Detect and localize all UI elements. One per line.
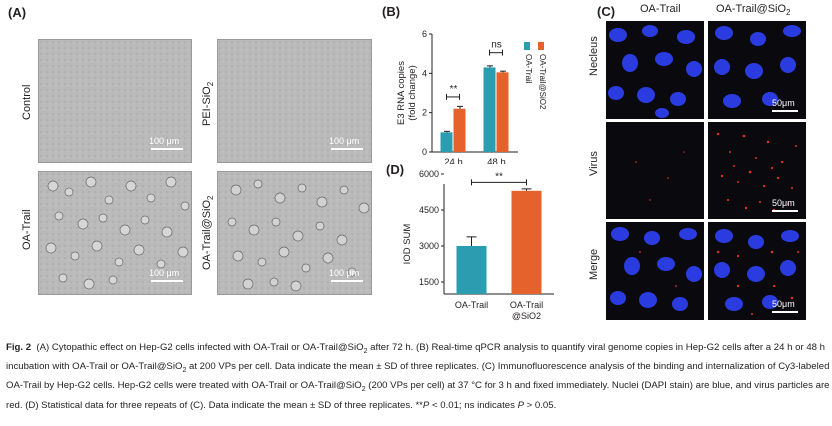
fluor-virus-oa-trail xyxy=(606,122,704,219)
y-tick-label: 6 xyxy=(422,29,427,39)
x-tick-label-2: @SiO2 xyxy=(512,311,541,321)
y-tick-label: 6000 xyxy=(419,169,439,179)
sig-label: ** xyxy=(450,84,458,95)
scale-label: 50μm xyxy=(772,299,795,309)
scale-bar xyxy=(151,148,183,150)
bar xyxy=(511,190,542,294)
sig-label: ns xyxy=(491,40,502,51)
x-tick-label: OA-Trail xyxy=(510,300,543,310)
scale-label: 100 μm xyxy=(329,268,360,278)
panel-d-letter: (D) xyxy=(386,162,405,177)
scale-bar xyxy=(151,280,183,282)
virus-stain xyxy=(635,151,685,201)
scale-bar xyxy=(772,311,798,313)
row-label-merge: Merge xyxy=(588,248,600,280)
fluor-merge-oa-trail xyxy=(606,222,704,320)
scale-bar xyxy=(772,210,798,212)
legend-label: OA-Trail xyxy=(524,54,533,84)
panel-c-letter: (C) xyxy=(597,4,616,19)
nuclei-stain xyxy=(608,25,702,118)
y-tick-label: 3000 xyxy=(419,241,439,251)
micrograph-oa-trail: 100 μm xyxy=(38,171,192,295)
chart-b: 0 2 4 6 E3 RNA copies (fold change) 24 h 48 h **… xyxy=(396,29,547,164)
cell-clusters xyxy=(218,172,371,294)
merge-stain xyxy=(714,229,799,315)
micrograph-pei-sio2: 100 μm xyxy=(217,39,372,163)
col-header-oa-trail-sio2: OA-Trail@SiO2 xyxy=(716,3,791,18)
row-label-pei-sio2: PEI-SiO2 xyxy=(201,81,216,126)
bar xyxy=(453,108,466,152)
bar xyxy=(456,246,487,294)
scale-label: 100 μm xyxy=(149,268,180,278)
scale-label: 100 μm xyxy=(329,136,360,146)
row-label-nucleus: Necleus xyxy=(588,36,600,76)
row-label-control: Control xyxy=(21,84,33,120)
x-tick-label: 48 h xyxy=(487,157,506,164)
fluor-virus-oa-trail-sio2: 50μm xyxy=(708,122,806,219)
merge-stain xyxy=(610,227,702,311)
micrograph-control: 100 μm xyxy=(38,39,192,163)
panel-b-letter: (B) xyxy=(382,4,401,19)
legend-label: OA-Trail@SiO2 xyxy=(538,54,547,110)
x-tick-label: 24 h xyxy=(444,157,463,164)
scale-label: 50μm xyxy=(772,198,795,208)
y-tick-label: 4500 xyxy=(419,205,439,215)
nuclei-stain xyxy=(714,25,801,108)
legend-swatch xyxy=(538,42,544,50)
row-label-oa-trail: OA-Trail xyxy=(21,209,33,250)
micrograph-oa-trail-sio2: 100 μm xyxy=(217,171,372,295)
scale-bar xyxy=(331,148,363,150)
row-label-oa-trail-sio2: OA-Trail@SiO2 xyxy=(201,195,216,271)
y-tick-label: 4 xyxy=(422,68,427,78)
scale-label: 100 μm xyxy=(149,136,180,146)
panel-a-letter: (A) xyxy=(8,5,27,20)
bar xyxy=(483,67,496,152)
legend-swatch xyxy=(524,42,530,50)
y-tick-label: 0 xyxy=(422,147,427,157)
scale-bar xyxy=(331,280,363,282)
y-axis-label: IOD SUM xyxy=(402,224,413,265)
scale-bar xyxy=(772,110,798,112)
bar xyxy=(496,72,509,152)
fluor-nucleus-oa-trail xyxy=(606,21,704,119)
caption-fig-label: Fig. 2 xyxy=(6,342,32,353)
cell-clusters xyxy=(39,172,191,294)
bar xyxy=(440,132,453,152)
sig-label: ** xyxy=(495,171,503,182)
x-tick-label: OA-Trail xyxy=(455,300,488,310)
y-tick-label: 2 xyxy=(422,108,427,118)
col-header-oa-trail: OA-Trail xyxy=(640,3,681,15)
virus-stain xyxy=(716,132,797,212)
micrograph-texture xyxy=(39,40,191,162)
y-axis-label: E3 RNA copies xyxy=(396,61,407,125)
y-tick-label: 1500 xyxy=(419,277,439,287)
row-label-virus: Virus xyxy=(588,151,600,176)
scale-label: 50μm xyxy=(772,98,795,108)
fluor-nucleus-oa-trail-sio2: 50μm xyxy=(708,21,806,119)
fluor-merge-oa-trail-sio2: 50μm xyxy=(708,222,806,320)
y-axis-label-2: (fold change) xyxy=(407,65,418,120)
figure-caption: Fig. 2 (A) Cytopathic effect on Hep-G2 c… xyxy=(6,342,830,411)
micrograph-texture xyxy=(218,40,371,162)
